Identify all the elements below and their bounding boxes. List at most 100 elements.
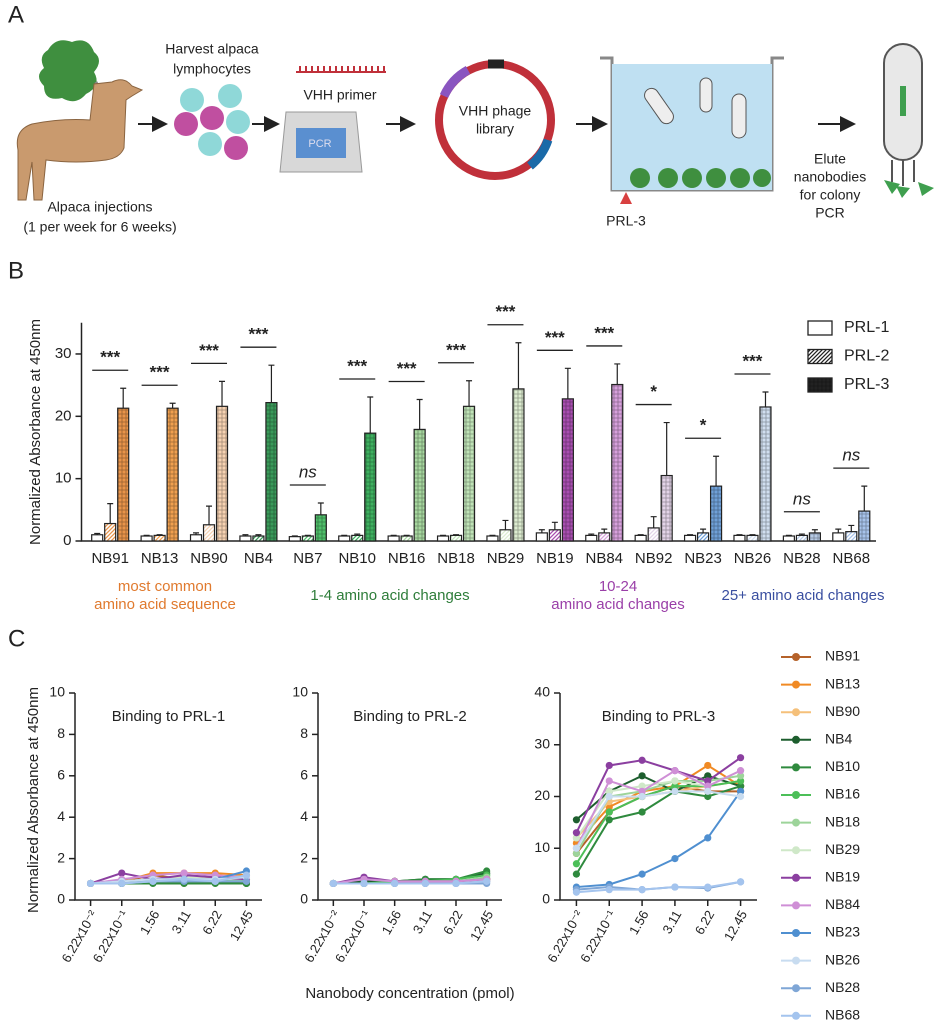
bar [598, 532, 611, 542]
point [572, 829, 581, 837]
x-tick-label: 1.56 [626, 908, 652, 937]
legend-marker [792, 873, 800, 882]
bar [585, 534, 598, 542]
legend-label: NB26 [825, 951, 860, 967]
point [736, 754, 745, 762]
legend-label: NB16 [825, 786, 860, 802]
legend-label: NB4 [825, 731, 852, 747]
legend-swatch [807, 320, 833, 336]
line [333, 878, 487, 885]
diagram-text: for colony [800, 187, 861, 203]
point [421, 879, 429, 888]
bar [140, 535, 153, 542]
chart-title: Binding to PRL-3 [602, 708, 715, 725]
point [452, 879, 460, 888]
bar [858, 510, 871, 542]
bar [512, 388, 525, 542]
point [180, 869, 188, 877]
legend-swatch [807, 377, 833, 393]
group-label: amino acid sequence [94, 596, 236, 613]
point [704, 834, 712, 842]
point [638, 772, 646, 780]
y-tick-label: 10 [534, 839, 550, 855]
error-bar [637, 534, 644, 536]
y-axis-label: Normalized Absorbance at 450nm [27, 319, 44, 545]
error-bar [861, 485, 868, 512]
bar [166, 407, 179, 542]
legend-label: NB68 [825, 1007, 860, 1023]
point [572, 888, 581, 896]
y-tick-label: 30 [534, 735, 550, 751]
diagram-text: lymphocytes [173, 61, 251, 77]
error-bar [762, 391, 769, 407]
legend-marker [792, 929, 800, 937]
error-bar [403, 534, 410, 537]
legend-label: NB29 [825, 841, 860, 857]
y-tick-label: 8 [57, 725, 65, 741]
diagram-text: Harvest alpaca [165, 41, 259, 57]
error-bar [255, 534, 262, 537]
legend-label: NB13 [825, 675, 860, 691]
error-bar [94, 532, 101, 535]
y-tick-label: 10 [49, 684, 65, 700]
error-bar [650, 516, 657, 528]
x-axis-label: Nanobody concentration (pmol) [305, 985, 514, 1002]
point [638, 787, 646, 795]
alpaca [16, 79, 144, 201]
bar [436, 535, 450, 542]
x-tick-label: NB19 [536, 550, 574, 567]
y-axis-label: Normalized Absorbance at 450nm [25, 687, 42, 913]
significance-label: *** [347, 356, 367, 375]
point [572, 860, 581, 868]
x-tick-label: 6.22 [199, 908, 225, 937]
group-label: most common [118, 578, 212, 595]
point [483, 877, 491, 885]
line [575, 764, 742, 844]
diagram-text: nanobodies [794, 169, 866, 185]
significance-label: *** [100, 348, 120, 367]
bar [683, 534, 697, 542]
y-tick-label: 0 [542, 891, 550, 907]
y-tick-label: 4 [57, 808, 65, 824]
diagram-text: PRL-3 [606, 213, 646, 229]
x-tick-label: 12.45 [721, 908, 750, 944]
bound-antigens [630, 168, 771, 188]
x-tick-label: NB84 [586, 550, 624, 567]
point [118, 869, 126, 877]
error-bar [736, 534, 743, 536]
bar [301, 535, 314, 542]
bar [808, 532, 821, 542]
error-bar [268, 364, 275, 403]
point [572, 870, 581, 878]
significance-label: *** [743, 351, 763, 370]
lymphocytes [174, 84, 250, 160]
point [572, 834, 581, 842]
point [671, 777, 679, 785]
diagram-text: Alpaca injections [47, 199, 152, 215]
nanobodies [884, 180, 934, 198]
line [575, 779, 741, 865]
point [638, 756, 646, 764]
bar [400, 535, 413, 542]
error-bar [551, 521, 558, 530]
diagram-text: (1 per week for 6 weeks) [23, 219, 176, 235]
bar [759, 406, 772, 542]
error-bar [341, 534, 348, 537]
chart-title: Binding to PRL-1 [112, 708, 225, 725]
y-tick-label: 6 [57, 767, 65, 783]
point [736, 777, 745, 785]
point [736, 772, 745, 780]
group-label: amino acid changes [551, 596, 684, 613]
point [736, 787, 745, 795]
point [671, 782, 679, 790]
bar [153, 534, 166, 542]
group-label: 1-4 amino acid changes [310, 587, 469, 604]
y-tick-label: 20 [55, 407, 72, 424]
bar [782, 535, 795, 542]
bar [215, 405, 229, 542]
error-bar [848, 524, 855, 532]
point [391, 879, 399, 888]
line [575, 785, 741, 875]
bar [634, 534, 647, 542]
